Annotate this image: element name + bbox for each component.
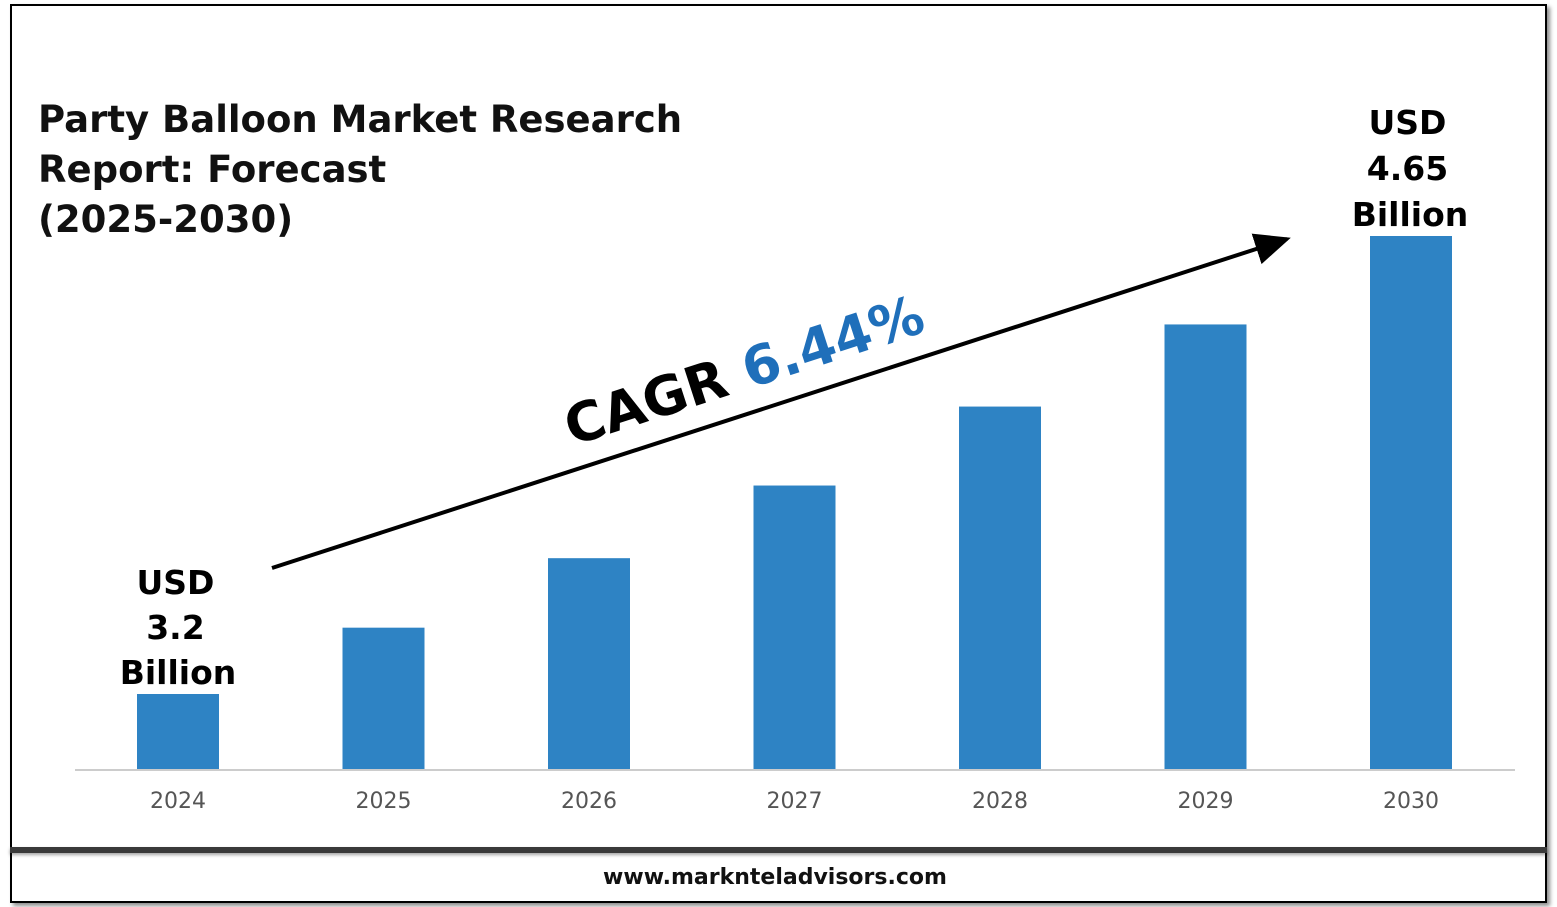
x-tick-label: 2027 <box>767 789 823 814</box>
bar-group <box>137 236 1452 770</box>
start-callout-line: USD <box>136 563 214 602</box>
website-url[interactable]: www.marknteladvisors.com <box>603 865 947 890</box>
chart-title-line: Party Balloon Market Research <box>38 98 682 141</box>
x-tick-label: 2026 <box>561 789 617 814</box>
start-callout-line: 3.2 <box>146 608 204 647</box>
start-callout-line: Billion <box>120 653 237 692</box>
x-axis-ticks: 2024 2025 2026 2027 2028 2029 2030 <box>150 789 1439 814</box>
bar-2024 <box>137 694 219 770</box>
x-tick-label: 2030 <box>1383 789 1439 814</box>
chart-title-line: Report: Forecast <box>38 148 386 191</box>
end-callout-line: USD <box>1368 103 1446 142</box>
bar-2026 <box>548 558 630 770</box>
bar-2025 <box>342 627 425 770</box>
cagr-word: CAGR <box>557 347 736 459</box>
cagr-value: 6.44% <box>734 283 932 401</box>
x-tick-label: 2029 <box>1178 789 1234 814</box>
growth-arrow <box>271 233 1291 570</box>
end-value-callout: USD 4.65 Billion <box>1352 103 1469 234</box>
chart-title: Party Balloon Market Research Report: Fo… <box>38 98 687 241</box>
end-callout-line: 4.65 <box>1367 149 1448 188</box>
bar-2027 <box>753 485 836 770</box>
x-tick-label: 2025 <box>356 789 412 814</box>
x-tick-label: 2028 <box>972 789 1028 814</box>
bar-2029 <box>1164 324 1247 770</box>
x-tick-label: 2024 <box>150 789 206 814</box>
footer-divider <box>10 847 1547 853</box>
bar-2028 <box>959 406 1041 770</box>
end-callout-line: Billion <box>1352 195 1469 234</box>
chart-title-line: (2025-2030) <box>38 198 293 241</box>
start-value-callout: USD 3.2 Billion <box>120 563 237 692</box>
bar-2030 <box>1370 236 1452 770</box>
